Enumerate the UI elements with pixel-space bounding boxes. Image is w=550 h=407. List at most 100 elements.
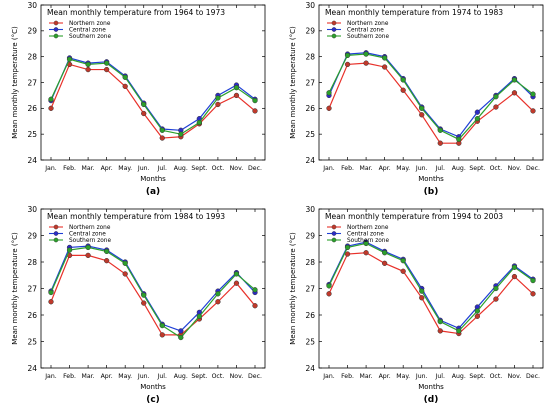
y-tick-label: 25 [305, 130, 315, 139]
chart-panel-4: 24 25 26 27 28 29 30 Jan. Feb. Mar. Apr. May. Jun. Ju… [289, 205, 544, 405]
chart-title: Mean monthly temperature from 1974 to 19… [325, 8, 503, 17]
x-tick-label: Jul. [157, 165, 167, 172]
x-tick-label: Jan. [44, 373, 57, 380]
y-tick-label: 28 [27, 52, 37, 61]
x-tick-label: Jul. [435, 373, 445, 380]
data-point [252, 97, 258, 104]
y-tick-label: 28 [305, 52, 315, 61]
data-point [400, 77, 406, 83]
x-tick-label: Jun. [137, 373, 150, 380]
x-tick-label: Feb. [63, 165, 76, 172]
y-tick-label: 25 [305, 337, 315, 346]
data-point [326, 90, 332, 96]
x-tick-label: Dec. [526, 373, 540, 380]
y-tick-label: 24 [27, 156, 37, 165]
data-point [456, 328, 462, 334]
y-tick-label: 27 [305, 78, 315, 87]
series-line-2 [50, 245, 256, 332]
data-point [103, 66, 110, 73]
data-point [233, 280, 240, 286]
data-point [493, 104, 499, 110]
y-tick-label: 26 [305, 311, 315, 320]
legend-marker [53, 237, 59, 243]
data-point [85, 61, 91, 68]
data-point [215, 101, 221, 108]
legend-marker [53, 20, 59, 26]
chart-title: Mean monthly temperature from 1964 to 19… [47, 8, 225, 17]
y-tick-label: 26 [305, 104, 315, 113]
y-tick-label: 25 [27, 337, 37, 346]
legend-marker [331, 33, 337, 39]
data-point [530, 291, 536, 297]
x-tick-label: Feb. [341, 165, 354, 172]
chart-title: Mean monthly temperature from 1994 to 20… [325, 212, 503, 221]
data-point [178, 334, 184, 341]
data-point [474, 109, 481, 115]
data-point [66, 56, 73, 62]
y-tick-label: 27 [27, 284, 37, 293]
data-point [437, 318, 443, 325]
data-point [48, 105, 54, 111]
legend-marker [331, 231, 337, 236]
y-tick-label: 30 [27, 1, 37, 10]
data-point [530, 108, 536, 114]
y-tick-label: 30 [305, 205, 315, 214]
y-tick-label: 25 [27, 130, 37, 139]
legend-label: Central zone [347, 28, 384, 34]
data-point [400, 258, 406, 264]
data-point [511, 273, 518, 280]
data-point [122, 271, 128, 277]
x-tick-label: Aug. [174, 373, 188, 380]
data-point [400, 268, 406, 274]
data-point [66, 247, 73, 253]
series-line-1 [50, 63, 256, 139]
x-tick-label: Jan. [322, 373, 335, 380]
panel-label: (b) [424, 187, 439, 197]
data-point [419, 295, 425, 301]
x-tick-label: Aug. [452, 165, 466, 172]
y-tick-label: 29 [27, 27, 37, 36]
series-line-3 [328, 242, 534, 332]
x-tick-label: Sept. [469, 373, 485, 380]
x-tick-label: Mar. [82, 373, 95, 380]
data-point [215, 95, 221, 101]
legend-label: Southern zone [347, 34, 389, 40]
x-tick-label: Jan. [322, 165, 335, 172]
x-tick-label: Jul. [157, 373, 167, 380]
x-tick-label: Feb. [341, 373, 354, 380]
x-tick-label: Jan. [44, 165, 57, 172]
data-point [400, 87, 406, 93]
data-point [178, 131, 184, 137]
data-point [419, 112, 425, 118]
data-point [381, 260, 388, 266]
data-point [196, 313, 203, 319]
x-tick-label: Jun. [415, 165, 428, 172]
data-point [419, 288, 425, 294]
data-point [326, 291, 332, 297]
data-point [419, 105, 425, 111]
data-point [122, 260, 128, 266]
x-tick-label: Nov. [230, 165, 244, 172]
series-line-2 [328, 241, 534, 329]
x-tick-label: Sept. [191, 373, 207, 380]
data-point [233, 271, 240, 277]
data-point [344, 251, 351, 257]
panel-label: (c) [146, 395, 160, 405]
y-tick-label: 24 [305, 156, 315, 165]
x-tick-label: Feb. [63, 373, 76, 380]
data-point [159, 135, 165, 141]
series-line-1 [328, 252, 534, 335]
y-axis-label: Mean monthly temperature (°C) [11, 232, 19, 345]
x-tick-label: Apr. [101, 165, 113, 172]
x-tick-label: Jul. [435, 165, 445, 172]
x-tick-label: Mar. [360, 373, 373, 380]
data-point [456, 136, 462, 142]
data-point [159, 127, 165, 133]
data-point [493, 296, 499, 302]
x-tick-label: Aug. [174, 165, 188, 172]
y-tick-label: 26 [27, 311, 37, 320]
data-point [344, 52, 351, 59]
data-point [326, 105, 332, 111]
chart-panel-3: 24 25 26 27 28 29 30 Jan. Feb. Mar. Apr. May. Jun. Ju… [11, 205, 266, 405]
data-point [196, 119, 203, 126]
